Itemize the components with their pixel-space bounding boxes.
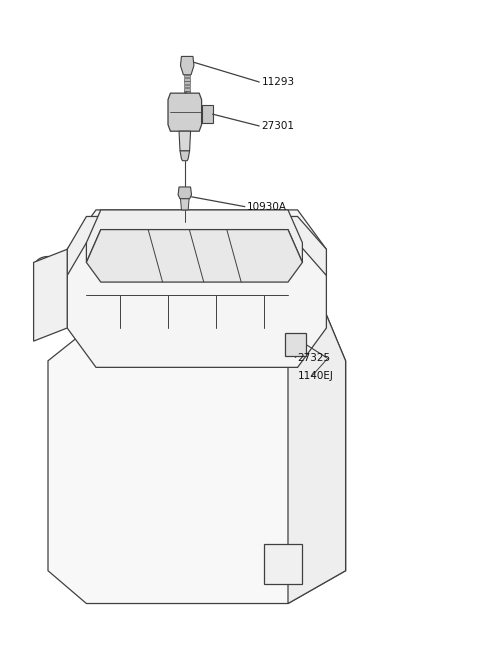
Ellipse shape bbox=[35, 279, 61, 298]
Text: 11293: 11293 bbox=[262, 77, 295, 87]
Ellipse shape bbox=[123, 228, 135, 237]
Polygon shape bbox=[34, 249, 67, 341]
Polygon shape bbox=[202, 105, 213, 123]
Circle shape bbox=[324, 354, 331, 363]
Polygon shape bbox=[178, 187, 192, 199]
Ellipse shape bbox=[35, 256, 61, 275]
Polygon shape bbox=[67, 210, 326, 367]
Text: 10930A: 10930A bbox=[247, 201, 287, 212]
Polygon shape bbox=[180, 199, 189, 210]
Ellipse shape bbox=[214, 249, 231, 262]
Ellipse shape bbox=[210, 325, 222, 337]
FancyBboxPatch shape bbox=[285, 333, 306, 356]
Polygon shape bbox=[180, 56, 194, 75]
Polygon shape bbox=[264, 544, 302, 584]
Ellipse shape bbox=[35, 306, 61, 324]
Ellipse shape bbox=[114, 325, 126, 337]
Polygon shape bbox=[67, 216, 326, 276]
Polygon shape bbox=[184, 81, 190, 84]
Text: 1140EJ: 1140EJ bbox=[298, 371, 334, 381]
Circle shape bbox=[122, 377, 271, 581]
Polygon shape bbox=[48, 315, 346, 604]
Polygon shape bbox=[86, 230, 302, 282]
Polygon shape bbox=[184, 91, 190, 94]
Ellipse shape bbox=[162, 325, 174, 337]
Polygon shape bbox=[179, 131, 191, 151]
Polygon shape bbox=[288, 315, 346, 604]
Text: 27325: 27325 bbox=[298, 352, 331, 363]
Text: 27301: 27301 bbox=[262, 121, 295, 131]
Polygon shape bbox=[184, 88, 190, 91]
Polygon shape bbox=[180, 151, 190, 161]
Polygon shape bbox=[184, 78, 190, 81]
Ellipse shape bbox=[130, 249, 147, 262]
Ellipse shape bbox=[171, 249, 188, 262]
Polygon shape bbox=[184, 85, 190, 87]
Polygon shape bbox=[168, 93, 202, 131]
Ellipse shape bbox=[252, 228, 264, 237]
Ellipse shape bbox=[209, 228, 221, 237]
Ellipse shape bbox=[166, 228, 178, 237]
Polygon shape bbox=[86, 210, 302, 262]
Polygon shape bbox=[184, 75, 190, 77]
Ellipse shape bbox=[258, 325, 270, 337]
Circle shape bbox=[151, 417, 242, 541]
Ellipse shape bbox=[255, 249, 272, 262]
